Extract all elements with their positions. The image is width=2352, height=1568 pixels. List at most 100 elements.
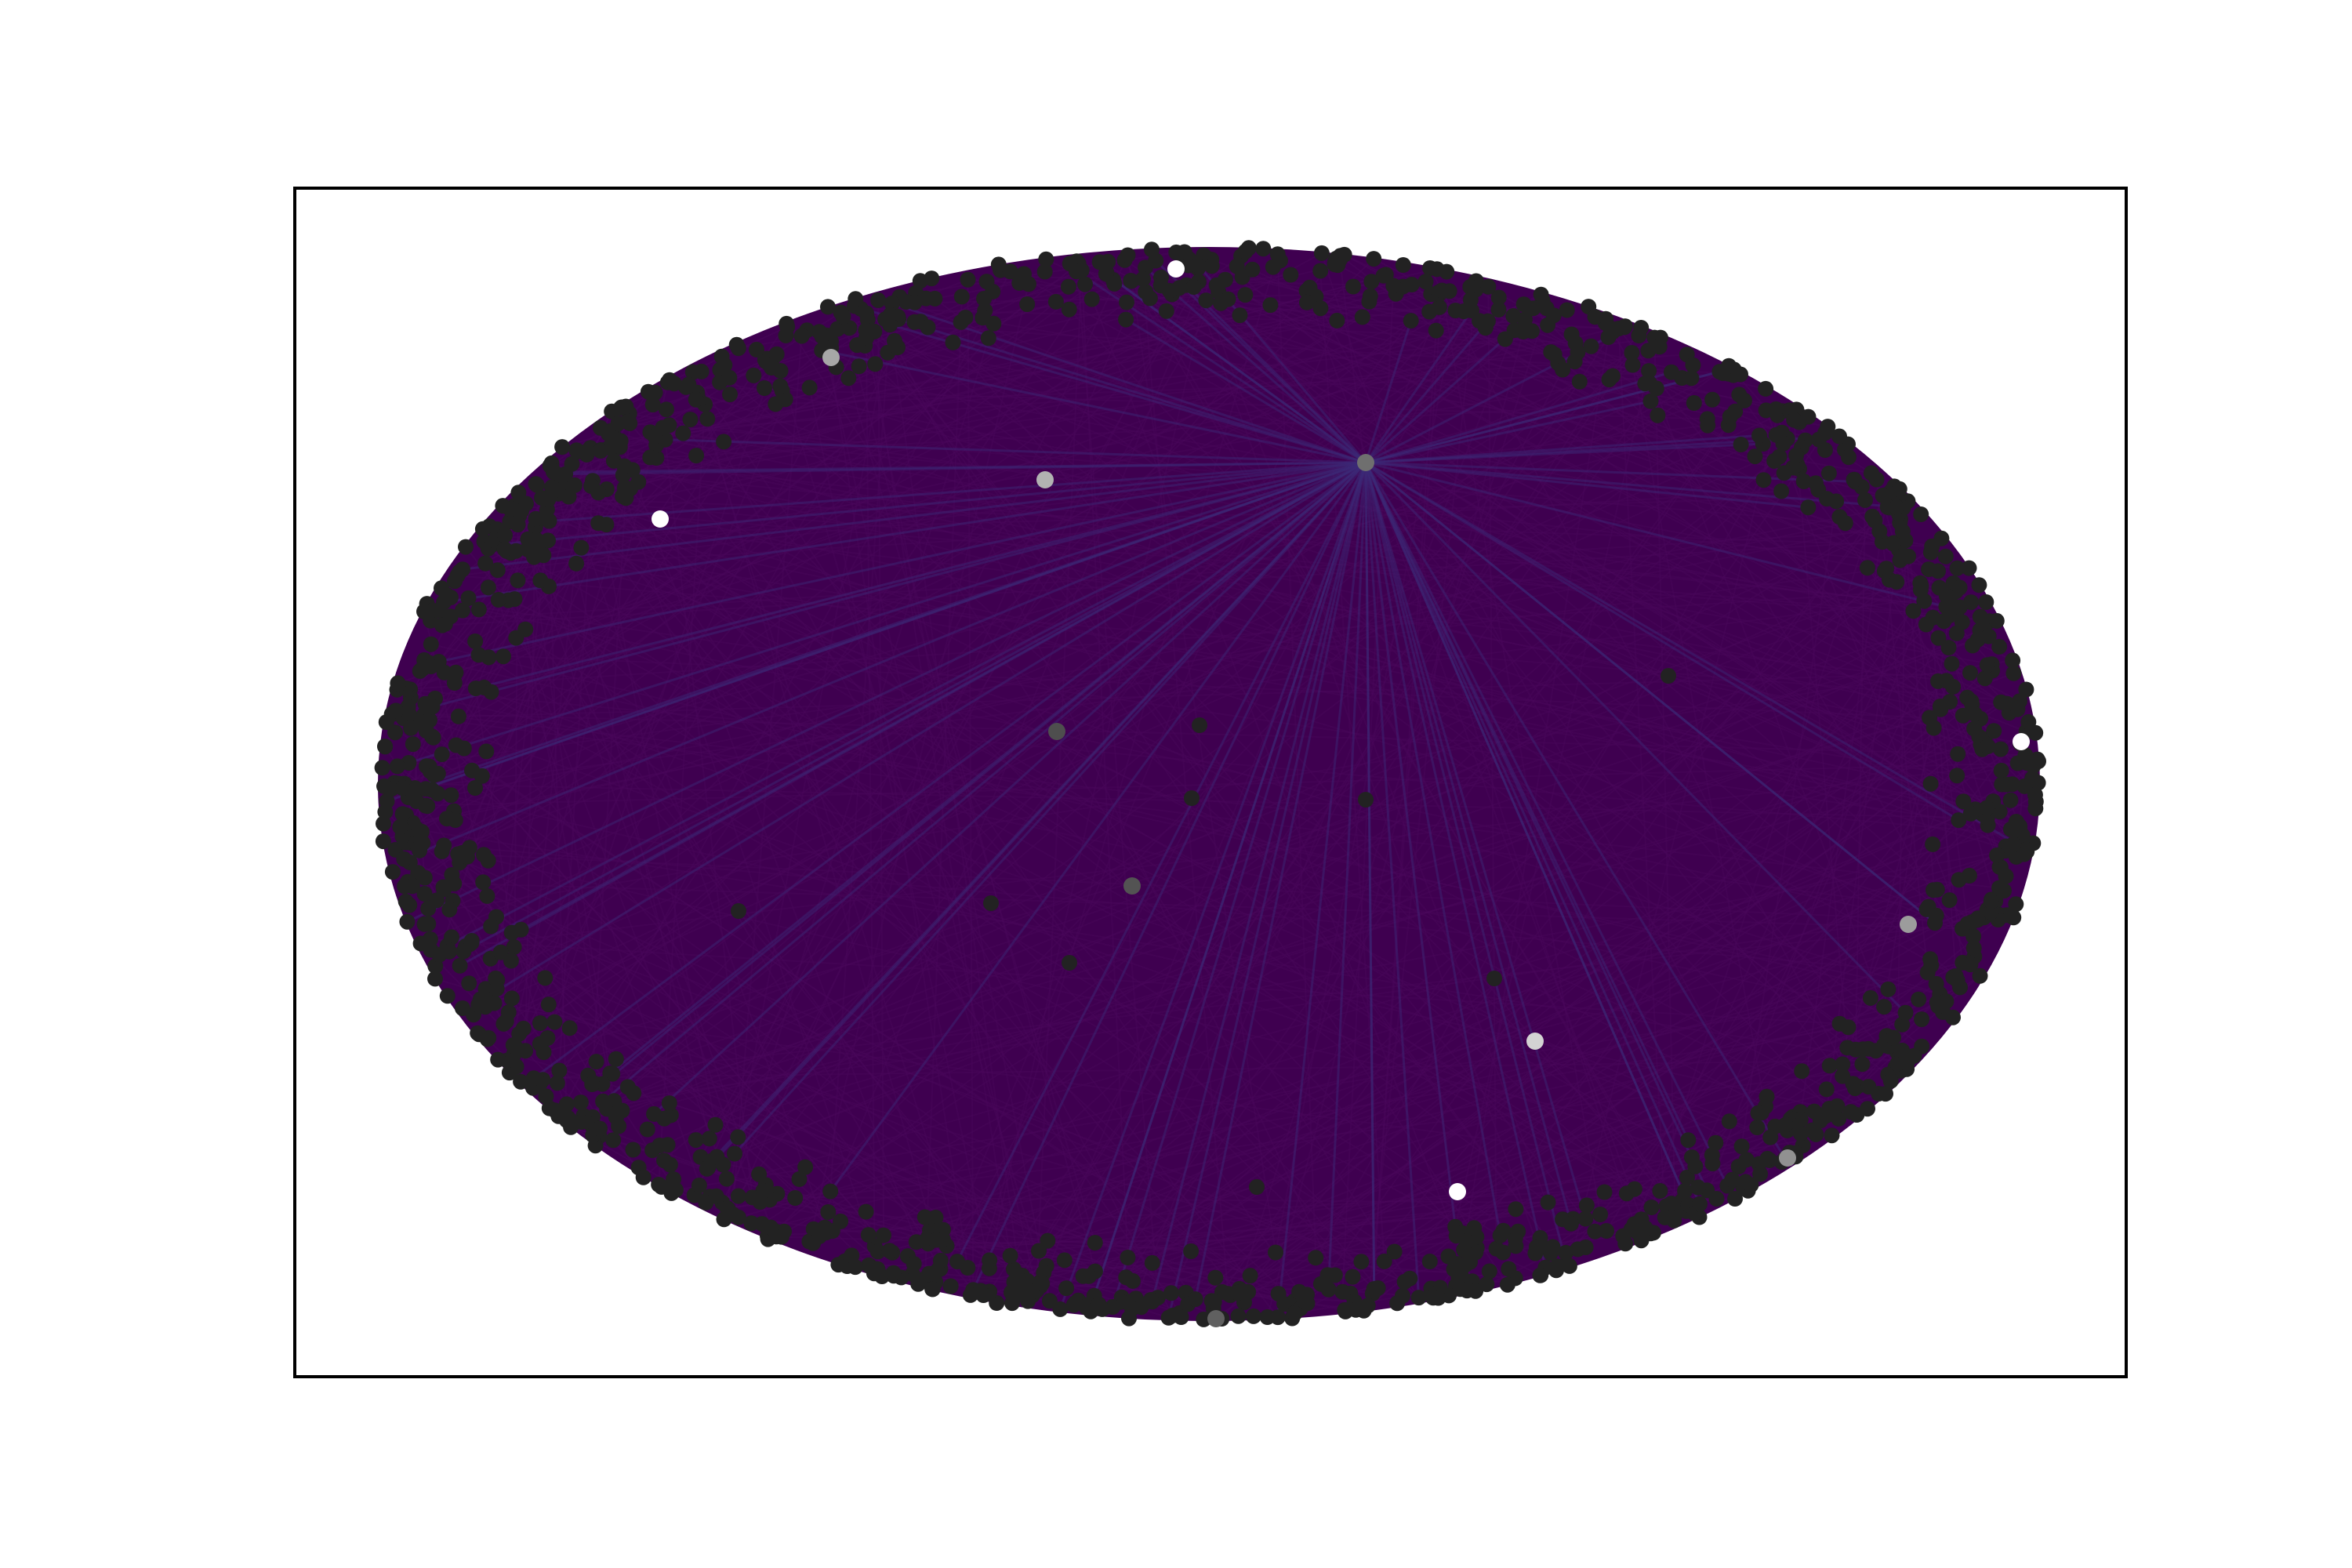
graph-node bbox=[545, 463, 561, 479]
graph-node bbox=[477, 981, 494, 997]
graph-edge bbox=[1305, 290, 1642, 1220]
graph-edge bbox=[443, 844, 1028, 1282]
graph-node bbox=[508, 630, 524, 646]
graph-node bbox=[1758, 402, 1774, 419]
graph-node bbox=[1555, 361, 1571, 378]
graph-node bbox=[763, 1219, 779, 1236]
graph-edge bbox=[548, 450, 590, 587]
graph-node bbox=[1700, 417, 1716, 434]
graph-edge bbox=[518, 336, 1655, 1035]
graph-node bbox=[887, 332, 902, 349]
graph-node bbox=[1808, 1126, 1824, 1142]
graph-node bbox=[1508, 1201, 1524, 1218]
graph-edge bbox=[630, 422, 1846, 524]
graph-node bbox=[1821, 1058, 1838, 1074]
graph-edge bbox=[503, 324, 1548, 658]
graph-edge bbox=[1436, 570, 1939, 1294]
graph-edge bbox=[431, 735, 1251, 1276]
graph-node bbox=[1545, 307, 1562, 324]
hub-edge bbox=[653, 461, 1367, 1116]
graph-edge bbox=[425, 762, 2018, 807]
graph-node bbox=[1563, 1215, 1579, 1232]
graph-edge bbox=[1793, 419, 1849, 1048]
graph-edge bbox=[408, 880, 1963, 930]
graph-edge bbox=[485, 414, 1778, 1008]
graph-node bbox=[2012, 693, 2027, 710]
graph-node bbox=[1751, 427, 1767, 444]
graph-edge bbox=[683, 338, 1505, 434]
graph-edge bbox=[524, 527, 536, 1051]
hub-edge bbox=[491, 461, 1367, 546]
graph-node bbox=[1532, 1267, 1548, 1283]
graph-edge bbox=[1925, 624, 2007, 877]
hub-edge bbox=[1058, 462, 1367, 1310]
graph-edge bbox=[1047, 843, 1933, 1242]
graph-edge bbox=[451, 506, 1890, 797]
graph-edge bbox=[543, 635, 1989, 1054]
graph-node bbox=[544, 479, 560, 495]
graph-node bbox=[616, 480, 633, 496]
graph-edge bbox=[514, 320, 1412, 1048]
graph-edge bbox=[1195, 680, 1947, 1300]
graph-edge bbox=[856, 344, 1696, 1214]
graph-node bbox=[1878, 561, 1895, 577]
graph-edge bbox=[1094, 369, 1563, 1272]
hub-edge bbox=[443, 461, 1367, 604]
graph-node bbox=[978, 274, 995, 290]
graph-node bbox=[749, 341, 764, 358]
graph-node bbox=[869, 1243, 886, 1260]
graph-edge bbox=[889, 324, 2012, 830]
hub-edge bbox=[1111, 462, 1367, 1308]
graph-edge bbox=[591, 423, 631, 1085]
graph-node bbox=[443, 787, 459, 804]
graph-edge bbox=[488, 325, 1625, 589]
graph-node bbox=[588, 1054, 604, 1070]
graph-node bbox=[1138, 284, 1154, 300]
graph-edge bbox=[386, 263, 1080, 802]
graph-node bbox=[953, 314, 969, 330]
graph-node bbox=[1525, 300, 1541, 317]
graph-edge bbox=[1125, 964, 1932, 1279]
graph-edge bbox=[515, 367, 772, 639]
graph-node bbox=[1596, 1184, 1613, 1200]
graph-edge bbox=[685, 386, 1708, 420]
graph-edge bbox=[924, 296, 963, 1279]
graph-edge bbox=[469, 847, 1928, 974]
graph-node bbox=[1900, 548, 1917, 564]
hub-edge bbox=[565, 461, 1367, 476]
graph-edge bbox=[597, 492, 1420, 1298]
hub-edge bbox=[1167, 462, 1367, 1319]
graph-node bbox=[772, 378, 789, 394]
graph-node bbox=[423, 636, 439, 652]
graph-node bbox=[1831, 428, 1847, 445]
graph-node bbox=[532, 1015, 548, 1031]
hub-edge bbox=[821, 349, 1367, 464]
graph-node bbox=[474, 768, 490, 784]
graph-edge bbox=[425, 258, 1189, 790]
hub-edge bbox=[971, 462, 1367, 1290]
graph-node bbox=[458, 539, 474, 555]
graph-node bbox=[1998, 695, 2015, 712]
graph-node bbox=[2025, 758, 2042, 775]
graph-node bbox=[503, 953, 519, 969]
graph-edge bbox=[427, 662, 974, 1290]
graph-node bbox=[444, 867, 460, 883]
graph-node bbox=[455, 1000, 470, 1016]
hub-edge bbox=[554, 461, 1367, 474]
graph-edge bbox=[448, 380, 1581, 911]
graph-node bbox=[476, 847, 492, 863]
graph-node bbox=[730, 1188, 746, 1204]
graph-edge bbox=[894, 340, 1344, 1293]
graph-node bbox=[1921, 561, 1937, 578]
graph-node bbox=[1123, 273, 1139, 289]
graph-edge bbox=[826, 335, 969, 1269]
hub-edge bbox=[1276, 462, 1367, 1318]
graph-edge bbox=[496, 494, 1887, 539]
graph-node bbox=[1795, 474, 1812, 489]
graph-node bbox=[573, 539, 590, 556]
graph-edge bbox=[1648, 370, 1895, 1038]
hub-edge bbox=[1364, 462, 1457, 1227]
graph-edge bbox=[859, 308, 1567, 1265]
graph-node bbox=[474, 521, 491, 537]
graph-edge bbox=[458, 853, 1973, 923]
